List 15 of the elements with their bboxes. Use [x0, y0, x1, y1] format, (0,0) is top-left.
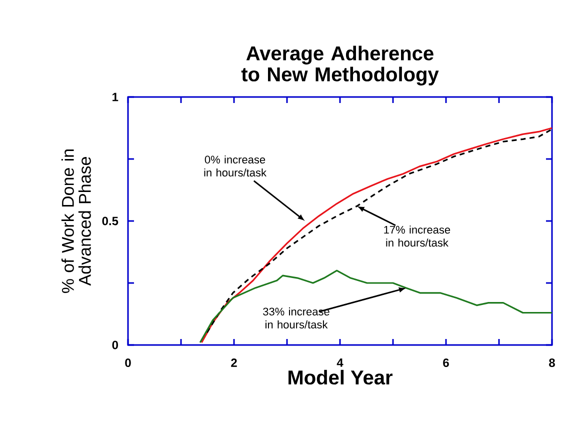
x-tick-label: 6: [443, 358, 449, 368]
y-axis-title: % of Work Done in Advanced Phase: [61, 150, 91, 293]
x-axis-title: Model Year: [288, 370, 392, 385]
chart-title: Average Adherence to New Methodology: [241, 46, 439, 86]
y-tick-label: 1: [112, 92, 118, 102]
line-series: [199, 270, 553, 344]
y-tick-label: 0.5: [102, 216, 118, 226]
x-tick-label: 4: [336, 358, 344, 367]
x-tick-label: 8: [549, 358, 555, 368]
annotation: 0% increase in hours/task: [204, 155, 267, 177]
x-tick-label: 2: [231, 358, 237, 367]
y-tick-label: 0: [112, 340, 118, 350]
annotation: 33% increase in hours/task: [263, 307, 330, 328]
annotation: 17% increase in hours/task: [384, 226, 450, 247]
x-tick-label: 0: [125, 358, 131, 368]
